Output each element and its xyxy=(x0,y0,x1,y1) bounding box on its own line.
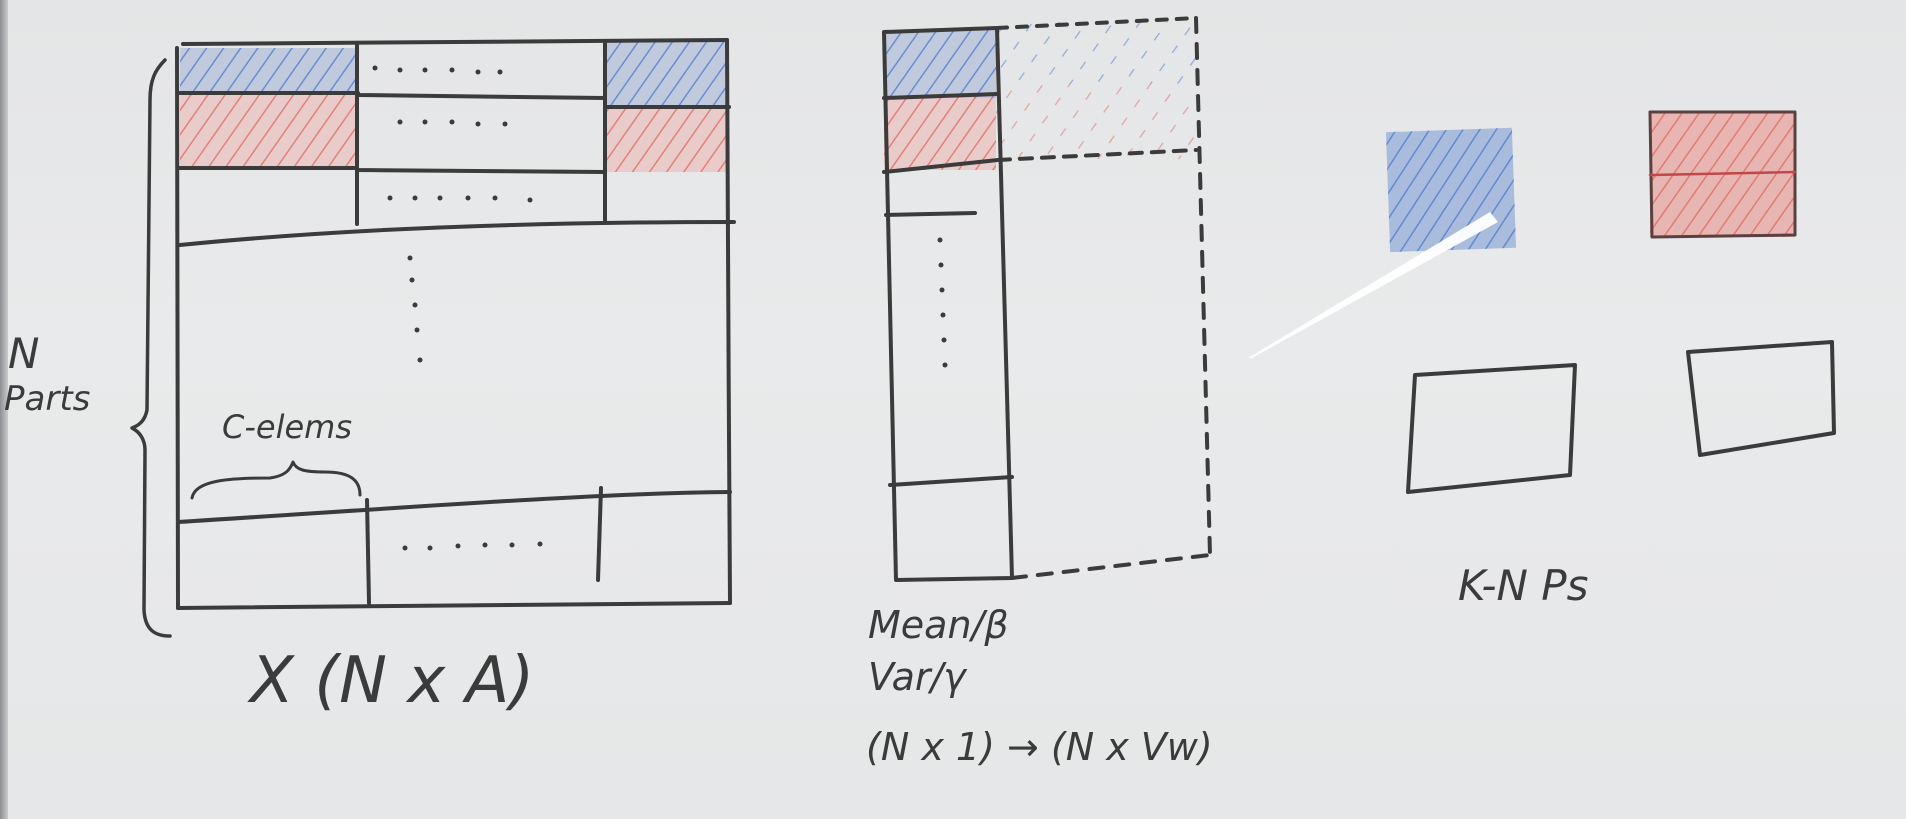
left-matrix-dots xyxy=(372,65,543,551)
middle-matrix xyxy=(882,16,1212,582)
right-group xyxy=(1385,110,1836,494)
shape-arrow-label: (N x 1) → (N x Vw) xyxy=(866,725,1213,769)
c-elems-label: C-elems xyxy=(222,408,352,446)
var-gamma-label: Var/γ xyxy=(868,655,968,699)
x-matrix-label: X (N x A) xyxy=(247,644,534,718)
mean-beta-label: Mean/β xyxy=(868,603,1009,647)
whiteboard-frame xyxy=(0,0,8,819)
k-n-ps-label: K-N Ps xyxy=(1458,561,1588,610)
middle-matrix-dots xyxy=(937,237,948,368)
light-glare xyxy=(1248,212,1498,358)
n-parts-label-parts: Parts xyxy=(4,379,90,419)
n-parts-label-n: N xyxy=(8,329,39,378)
left-matrix xyxy=(130,38,736,638)
